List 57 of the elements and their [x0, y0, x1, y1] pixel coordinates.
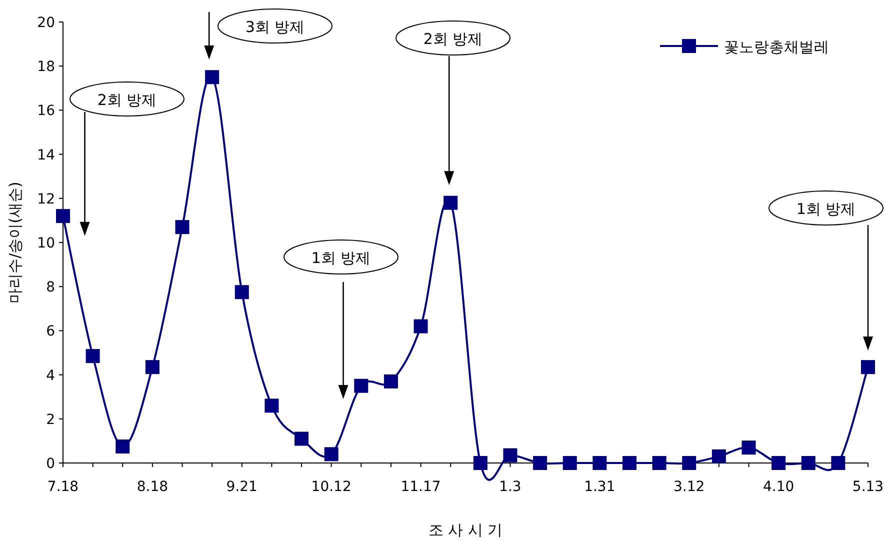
point	[234, 285, 249, 300]
y-tick-label: 16	[37, 103, 56, 120]
y-tick-label: 6	[46, 324, 56, 340]
point	[384, 374, 398, 388]
annotation: 1회 방제	[311, 249, 371, 267]
point	[56, 209, 70, 224]
y-tick-label: 18	[37, 59, 55, 76]
point	[444, 196, 458, 210]
point	[682, 456, 696, 470]
point	[503, 448, 518, 462]
x-tick-label: 7.18	[47, 479, 79, 495]
point	[175, 220, 190, 234]
annotation: 2회 방제	[423, 30, 483, 48]
x-tick-label: 1.3	[499, 479, 522, 495]
y-tick-label: 12	[37, 191, 55, 208]
annotation: 2회 방제	[97, 91, 157, 109]
y-tick-label: 20	[37, 15, 55, 31]
point	[145, 360, 160, 374]
y-axis-title: 마리수/송이(새순)	[6, 182, 24, 304]
x-axis-title: 조 사 시 기	[428, 521, 503, 539]
point	[861, 360, 875, 374]
legend-label: 꽃노랑총채벌레	[724, 38, 829, 56]
point	[264, 398, 279, 413]
point	[533, 456, 548, 470]
point	[562, 456, 577, 470]
x-tick-label: 5.13	[852, 479, 884, 495]
point	[86, 349, 100, 364]
x-tick-label: 9.21	[226, 479, 258, 495]
x-tick-label: 4.10	[762, 479, 794, 495]
point	[354, 378, 368, 393]
x-tick-label: 11.17	[400, 479, 441, 495]
point	[592, 456, 607, 470]
point	[622, 456, 636, 470]
y-tick-label: 0	[46, 456, 55, 472]
point	[801, 456, 816, 470]
x-tick-label: 10.12	[311, 479, 352, 495]
y-tick-label: 10	[37, 236, 55, 252]
point	[473, 456, 488, 470]
y-tick-label: 14	[37, 147, 56, 164]
point	[116, 439, 130, 454]
point	[324, 447, 338, 462]
y-tick-label: 8	[46, 280, 55, 296]
point	[652, 456, 666, 470]
point	[712, 449, 726, 464]
annotation: 3회 방제	[245, 18, 305, 36]
annotation: 1회 방제	[796, 200, 856, 218]
point	[205, 70, 220, 84]
point	[742, 440, 756, 455]
point	[414, 319, 428, 334]
point	[294, 432, 309, 446]
y-tick-label: 4	[46, 368, 56, 384]
x-tick-label: 8.18	[136, 479, 168, 495]
point	[831, 456, 846, 470]
x-tick-label: 1.31	[584, 479, 616, 495]
y-tick-label: 2	[46, 412, 55, 428]
point	[772, 456, 786, 470]
x-tick-label: 3.12	[674, 479, 705, 495]
